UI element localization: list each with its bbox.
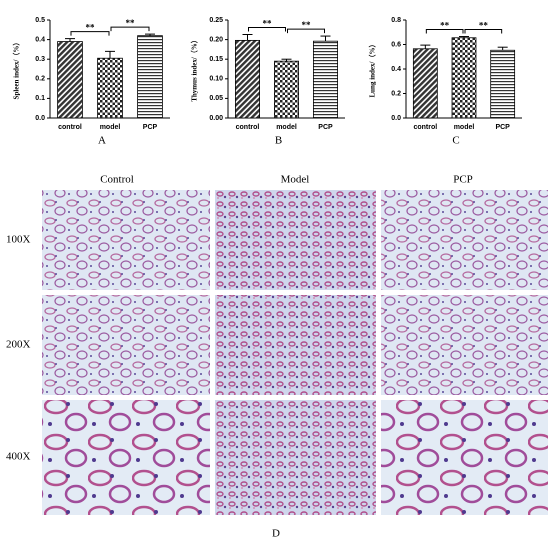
significance-label: ** bbox=[440, 21, 450, 31]
bar bbox=[97, 57, 123, 119]
significance-label: ** bbox=[302, 20, 312, 30]
y-tick-label: 0.05 bbox=[209, 95, 223, 102]
row-label: 100X bbox=[6, 234, 31, 246]
x-tick-label: PCP bbox=[318, 124, 333, 131]
panel-label: B bbox=[275, 135, 282, 147]
y-tick-label: 0.2 bbox=[35, 76, 45, 83]
significance-label: ** bbox=[263, 19, 273, 29]
y-tick-label: 0.3 bbox=[35, 56, 45, 63]
y-tick-label: 0.5 bbox=[35, 17, 45, 24]
y-axis-title: Lung index/（%） bbox=[369, 41, 377, 98]
y-axis-title: Spleen index/（%） bbox=[13, 39, 21, 100]
bar bbox=[490, 49, 516, 119]
micrograph bbox=[381, 400, 548, 515]
bar bbox=[451, 37, 477, 119]
bar bbox=[235, 39, 260, 119]
y-tick-label: 0.20 bbox=[209, 36, 223, 43]
x-tick-label: PCP bbox=[143, 124, 158, 131]
significance-bracket bbox=[70, 31, 110, 36]
y-tick-label: 0.15 bbox=[209, 56, 223, 63]
x-tick-label: PCP bbox=[495, 124, 510, 131]
bar bbox=[137, 35, 163, 119]
column-label: PCP bbox=[453, 174, 473, 186]
y-tick-label: 0.00 bbox=[209, 115, 223, 122]
micrograph bbox=[381, 190, 548, 290]
y-tick-label: 0.0 bbox=[391, 115, 401, 122]
y-tick-label: 0.25 bbox=[209, 17, 223, 24]
column-label: Model bbox=[281, 174, 310, 186]
micrograph bbox=[215, 190, 376, 290]
micrograph bbox=[42, 295, 210, 395]
bar bbox=[274, 60, 299, 119]
y-tick-label: 0.0 bbox=[35, 115, 45, 122]
x-tick-label: control bbox=[413, 124, 437, 131]
panel-label: D bbox=[272, 528, 280, 540]
x-tick-label: model bbox=[100, 124, 121, 131]
significance-bracket bbox=[287, 28, 325, 34]
panel-label: A bbox=[98, 135, 106, 147]
y-tick-label: 0.1 bbox=[35, 95, 45, 102]
panel-label: C bbox=[452, 135, 459, 147]
micrograph bbox=[42, 400, 210, 515]
bar bbox=[313, 40, 338, 119]
row-label: 400X bbox=[6, 451, 31, 463]
micrograph bbox=[381, 295, 548, 395]
significance-label: ** bbox=[479, 21, 489, 31]
significance-bracket bbox=[425, 29, 464, 34]
column-label: Control bbox=[100, 174, 134, 186]
y-tick-label: 0.2 bbox=[391, 90, 401, 97]
significance-bracket bbox=[110, 26, 150, 32]
significance-label: ** bbox=[86, 23, 96, 33]
x-tick-label: model bbox=[276, 124, 297, 131]
micrograph bbox=[215, 295, 376, 395]
row-label: 200X bbox=[6, 339, 31, 351]
bar bbox=[57, 41, 83, 119]
x-tick-label: control bbox=[236, 124, 260, 131]
y-tick-label: 0.6 bbox=[391, 41, 401, 48]
y-axis-title: Thymus index/（%） bbox=[191, 36, 199, 102]
micrograph bbox=[215, 400, 376, 515]
significance-label: ** bbox=[126, 18, 136, 28]
y-tick-label: 0.4 bbox=[391, 66, 401, 73]
x-tick-label: model bbox=[454, 124, 475, 131]
significance-bracket bbox=[464, 29, 503, 34]
y-tick-label: 0.4 bbox=[35, 36, 45, 43]
x-tick-label: control bbox=[58, 124, 82, 131]
y-tick-label: 0.8 bbox=[391, 17, 401, 24]
histology-grid: Control Model PCP 100X 200X 400X D bbox=[6, 174, 548, 540]
micrograph bbox=[42, 190, 210, 290]
bar bbox=[412, 48, 438, 119]
significance-bracket bbox=[248, 27, 286, 32]
y-tick-label: 0.10 bbox=[209, 76, 223, 83]
